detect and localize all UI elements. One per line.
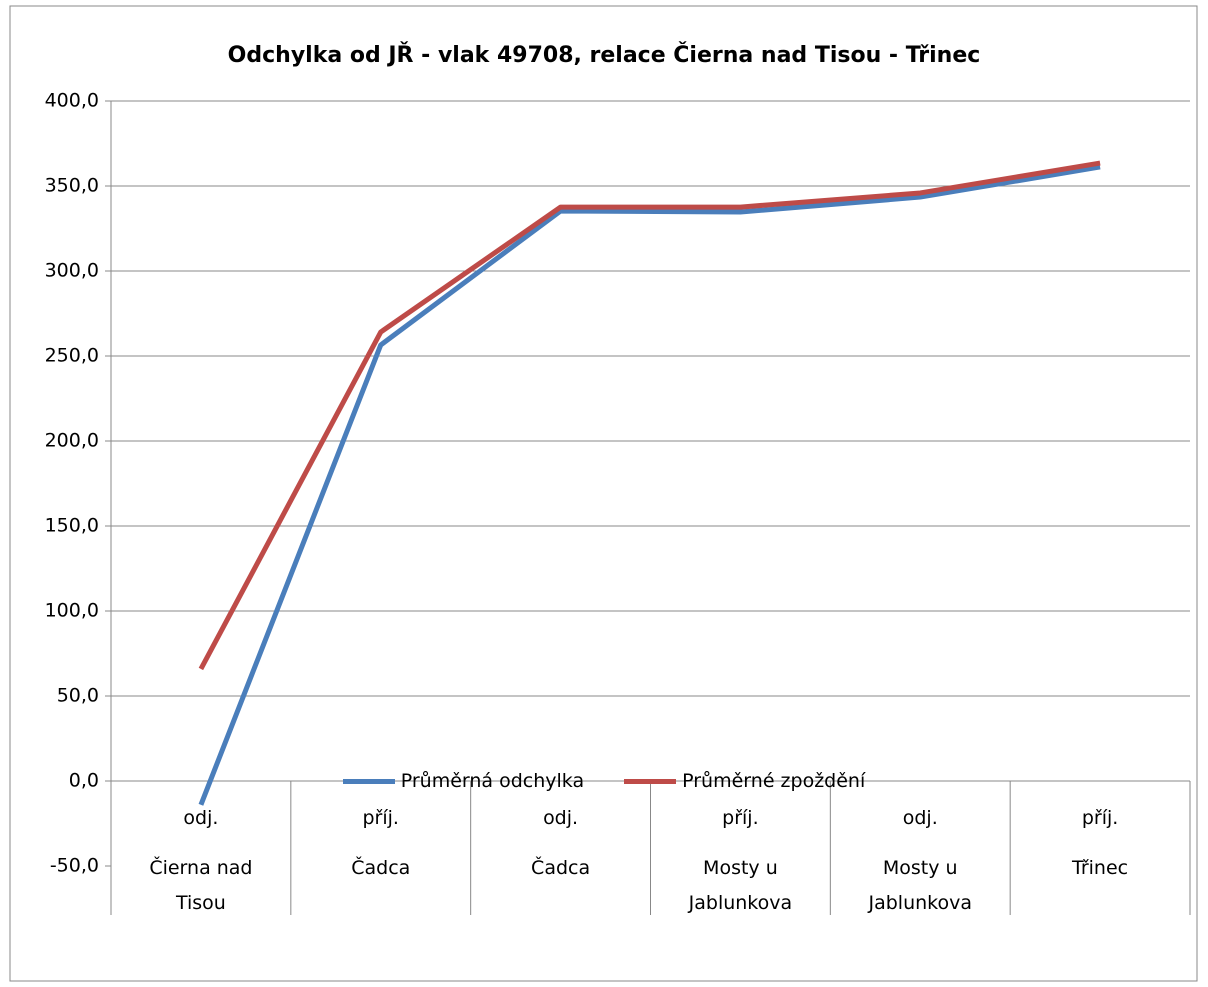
x-tick-label: odj.: [183, 807, 219, 829]
y-tick-label: 50,0: [57, 685, 99, 707]
y-tick-label: -50,0: [50, 855, 99, 877]
y-tick-label: 350,0: [45, 175, 99, 197]
y-tick-label: 250,0: [45, 345, 99, 367]
legend-item: Průměrná odchylka: [342, 770, 585, 792]
y-tick-label: 0,0: [69, 770, 99, 792]
series-line: [198, 160, 1101, 671]
legend-swatch: [624, 778, 677, 784]
chart-border: [9, 5, 1198, 982]
y-tick-label: 300,0: [45, 260, 99, 282]
y-tick-label: 400,0: [45, 90, 99, 112]
x-tick-label: Čadca: [351, 857, 411, 879]
legend-swatch: [342, 778, 395, 784]
x-tick-label: příj.: [1081, 807, 1119, 829]
x-tick-label: Mosty u Jablunkova: [688, 857, 793, 914]
y-tick-label: 150,0: [45, 515, 99, 537]
x-tick-label: odj.: [543, 807, 579, 829]
x-tick-label: Třinec: [1072, 857, 1129, 879]
legend: Průměrná odchylka Průměrné zpoždění: [0, 770, 1208, 792]
legend-label: Průměrná odchylka: [400, 770, 585, 792]
series-line: [198, 164, 1101, 806]
legend-label: Průměrné zpoždění: [682, 770, 866, 792]
y-tick-label: 100,0: [45, 600, 99, 622]
x-tick-label: odj.: [902, 807, 938, 829]
x-tick-label: Čadca: [531, 857, 591, 879]
x-tick-label: příj.: [722, 807, 759, 829]
y-tick-label: 200,0: [45, 430, 99, 452]
legend-item: Průměrné zpoždění: [624, 770, 865, 792]
x-tick-label: Čierna nad Tisou: [149, 857, 253, 914]
chart-title: Odchylka od JŘ - vlak 49708, relace Čier…: [228, 42, 981, 68]
x-tick-label: Mosty u Jablunkova: [868, 857, 972, 914]
x-tick-label: příj.: [362, 807, 399, 829]
